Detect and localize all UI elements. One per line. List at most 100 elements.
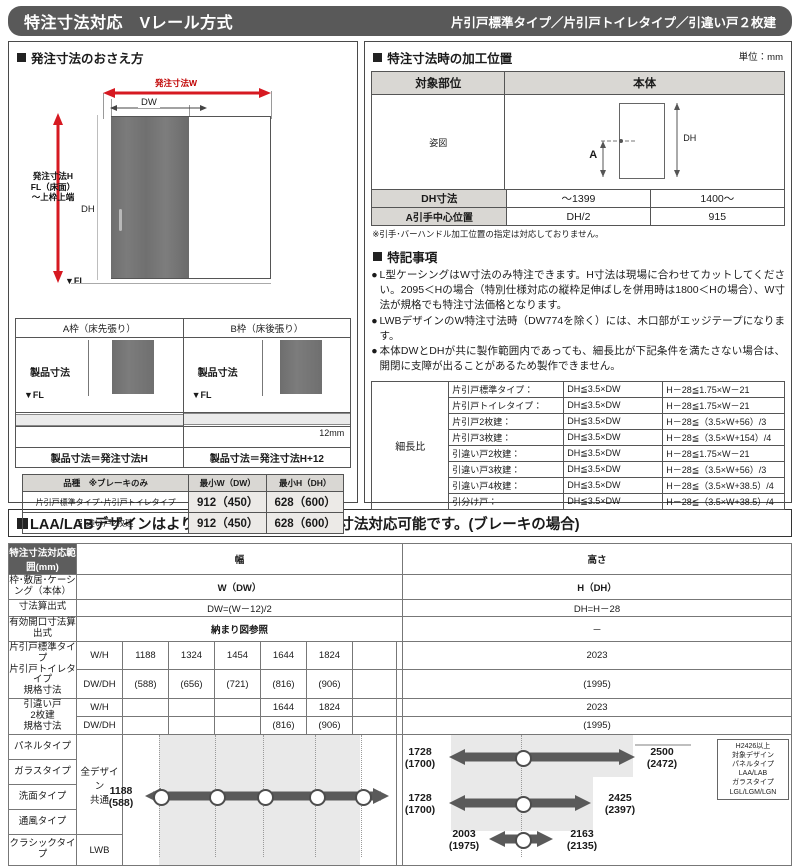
range-row2-h: －: [402, 615, 792, 642]
std1-dw1: (656): [168, 669, 215, 700]
slender-row3-f2: H－28≦（3.5×W+154）/4: [662, 428, 785, 446]
std1-label-l3: 規格寸法: [23, 685, 62, 697]
special-notes-section: 特記事項 ● L型ケーシングはW寸法のみ特注できます。H寸法は現場に合わせてカッ…: [371, 247, 785, 375]
std2-blank2: [214, 698, 261, 718]
slender-row5-name: 引違い戸3枚建：: [448, 460, 565, 478]
std2-blank1: [168, 698, 215, 718]
left-section-heading: 発注寸法のおさえ方: [17, 48, 351, 67]
range-dot: [515, 796, 533, 814]
slender-row2-f2: H－28≦（3.5×W+56）/3: [662, 412, 785, 430]
slender-row6-f1: DH≦3.5×DW: [563, 476, 664, 494]
table-row: 特注寸法対応範囲(mm) 幅 高さ: [8, 543, 792, 575]
table-row: DW/DH (588) (656) (721) (816) (906) (199…: [9, 669, 792, 700]
note-item: ● L型ケーシングはW寸法のみ特注できます。H寸法は現場に合わせてカットしてくだ…: [371, 268, 785, 314]
proc-row0-v2: 1400〜: [649, 189, 786, 208]
slender-row7-name: 引分け戸：: [448, 492, 565, 510]
range-row0-label: 枠･敷居･ケーシング（本体）: [8, 574, 77, 600]
bullet-dot-icon: ●: [371, 314, 378, 327]
std2-label-l2: 2枚建: [30, 710, 55, 722]
std2-dw1: (906): [306, 716, 353, 736]
range-dot: [309, 789, 326, 807]
range-row0-w: W（DW）: [75, 574, 404, 600]
table-row: A引手中心位置 DH/2 915: [371, 207, 786, 226]
min-col-h: 最小H（DH）: [265, 474, 345, 492]
ext-line: [271, 91, 272, 119]
std2-label-l1: 引違い戸: [23, 699, 62, 711]
bullet-dot-icon: ●: [371, 269, 378, 281]
door-panel: [111, 117, 189, 278]
slender-row7-f2: H－28≦（3.5×W+38.5）/4: [662, 492, 785, 510]
bullet-square-icon: [373, 53, 383, 62]
min-row0-w: 912（450）: [188, 491, 267, 513]
range-row0-h: H（DH）: [402, 574, 792, 600]
floor-band: [183, 413, 351, 425]
std1-label: 片引戸標準タイプ 片引戸トイレタイプ 規格寸法: [8, 640, 77, 700]
proc-row1-label: A引手中心位置: [371, 207, 508, 226]
order-height-label: 発注寸法H FL（床面） 〜上枠上端: [21, 171, 85, 203]
table-row: 片引戸トイレタイプ： DH≦3.5×DW H－28≦1.75×W－21: [372, 396, 785, 414]
ext-line: [261, 340, 263, 396]
table-row: 片引戸2枚建： DH≦3.5×DW H－28≦（3.5×W+56）/3: [372, 412, 785, 430]
height1-min-sub: (1700): [404, 758, 436, 771]
slender-row4-name: 引違い戸2枚建：: [448, 444, 565, 462]
unit-label: 単位：mm: [738, 52, 783, 63]
annotation-l3: パネルタイプ: [732, 761, 774, 769]
range-corner-label: 特注寸法対応範囲(mm): [8, 543, 77, 575]
table-row: 引違い戸3枚建： DH≦3.5×DW H－28≦（3.5×W+56）/3: [372, 460, 785, 478]
height3-max-value: 2163: [570, 828, 594, 841]
slender-row6-f2: H－28≦（3.5×W+38.5）/4: [662, 476, 785, 494]
table-row: 品種 ※ブレーキのみ 最小W（DW） 最小H（DH）: [21, 474, 345, 492]
floor-band: [16, 413, 183, 426]
slenderness-ratio-table: 細長比 片引戸標準タイプ： DH≦3.5×DW H－28≦1.75×W－21 片…: [371, 380, 785, 510]
min-row1-w: 912（450）: [188, 512, 267, 534]
table-row: 片引戸標準タイプ･片引戸トイレタイプ 912（450） 628（600）: [21, 491, 345, 513]
design-row-3: 通風タイプ: [8, 809, 77, 836]
std1-dw2: (721): [214, 669, 261, 700]
height2-min-value: 1728: [408, 792, 432, 805]
table-row: 有効開口寸法算出式 納まり図参照 －: [8, 615, 792, 642]
ext-line: [103, 93, 104, 119]
std1-label-l1: 片引戸標準タイプ: [9, 641, 76, 664]
height2-max-label: 2425 (2397): [589, 792, 651, 816]
proc-row1-v2: 915: [649, 207, 786, 226]
page-subtitle: 片引戸標準タイプ／片引戸トイレタイプ／引違い戸２枚建: [450, 15, 776, 30]
note-item: ● LWBデザインのW特注寸法時（DW774を除く）には、木口部がエッジテープに…: [371, 314, 785, 344]
table-row: DW/DH (816) (906) (1995): [9, 716, 792, 736]
product-dimension-label-b: 製品寸法: [197, 368, 238, 379]
range-col-width: 幅: [75, 543, 404, 575]
std1-dw0: (588): [122, 669, 169, 700]
frame-a-diagram-cell: 製品寸法 ▼FL: [15, 337, 184, 413]
std1-dh: (1995): [402, 669, 792, 700]
ext-line: [97, 115, 98, 280]
gap-a: [15, 426, 184, 448]
std2-sub1: W/H: [76, 698, 123, 718]
range-dot: [515, 832, 533, 850]
range-dot: [515, 750, 533, 768]
std2-dblank2: [214, 716, 261, 736]
height3-min-label: 2003 (1975): [433, 828, 495, 852]
proc-col-part: 対象部位: [371, 71, 506, 95]
height1-max-sub: (2472): [646, 758, 678, 771]
left-panel: 発注寸法のおさえ方 発注寸法W: [8, 41, 359, 534]
slender-row0-f2: H－28≦1.75×W－21: [662, 380, 785, 398]
note-text: 本体DWとDHが共に製作範囲内であっても、細長比が下記条件を満たさない場合は、開…: [379, 345, 785, 373]
notes-title: 特記事項: [387, 251, 438, 265]
std2-w1: 1824: [306, 698, 353, 718]
frame-b-header: B枠（床後張り）: [182, 318, 352, 338]
std1-w-blank: [352, 640, 397, 671]
slender-row0-f1: DH≦3.5×DW: [563, 380, 664, 398]
slender-row5-f2: H－28≦（3.5×W+56）/3: [662, 460, 785, 478]
min-row1-kind: 引違い戸2枚建: [21, 512, 190, 534]
height3-max-label: 2163 (2135): [551, 828, 613, 852]
table-row: DH寸法 〜1399 1400〜: [371, 189, 786, 208]
std2-w0: 1644: [260, 698, 307, 718]
ext-line: [189, 105, 190, 119]
proc-diagram-label: 姿図: [371, 94, 506, 190]
design-row-2: 洗面タイプ: [8, 784, 77, 811]
ext-line: [111, 99, 112, 119]
dh-label: DH: [81, 204, 95, 215]
dw-label: DW: [138, 97, 160, 108]
note-item: ● 本体DWとDHが共に製作範囲内であっても、細長比が下記条件を満たさない場合は…: [371, 344, 785, 374]
gap-b: 12mm: [182, 426, 352, 448]
document-page: 特注寸法対応 Vレール方式 片引戸標準タイプ／片引戸トイレタイプ／引違い戸２枚建…: [8, 6, 792, 866]
